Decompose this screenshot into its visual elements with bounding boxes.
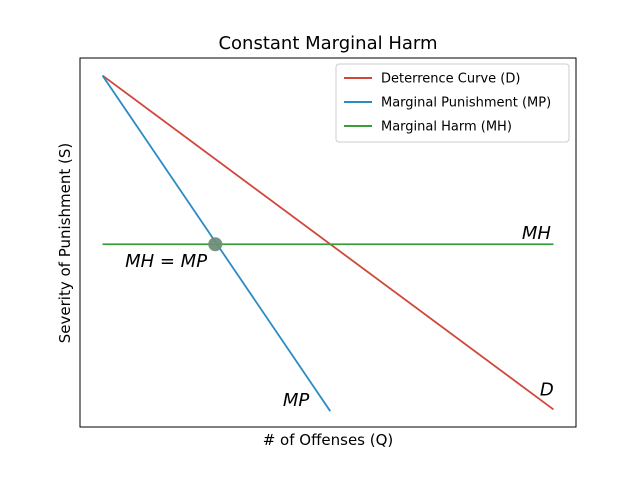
legend-entry-deterrence-curve-d: Deterrence Curve (D) <box>381 72 520 87</box>
legend-entry-marginal-harm-mh: Marginal Harm (MH) <box>381 120 512 135</box>
x-axis-label: # of Offenses (Q) <box>263 431 394 449</box>
plot-frame <box>79 57 577 428</box>
legend-box <box>335 63 570 143</box>
points-layer <box>208 237 223 252</box>
annotations-layer: MH = MP MH MP D <box>125 223 554 411</box>
annotation-mp: MP <box>283 390 310 411</box>
annotation-mh: MH <box>522 223 552 244</box>
intersection-point <box>208 237 223 252</box>
annotation-d: D <box>540 379 554 400</box>
legend: Deterrence Curve (D) Marginal Punishment … <box>335 63 570 143</box>
series-line-deterrence-curve-d <box>102 74 554 411</box>
legend-entry-marginal-punishment-mp: Marginal Punishment (MP) <box>381 96 551 111</box>
y-axis-label: Severity of Punishment (S) <box>56 143 74 343</box>
annotation-mh-mp: MH = MP <box>125 251 207 272</box>
chart-title: Constant Marginal Harm <box>218 33 437 54</box>
